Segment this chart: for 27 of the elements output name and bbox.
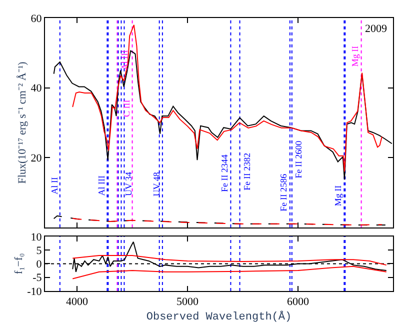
y-tick-label: 5: [36, 244, 42, 257]
annotation: Al III: [96, 175, 107, 196]
x-tick-label: 4000: [66, 296, 89, 308]
annotation: UV 48: [152, 172, 162, 196]
annotation: Al III: [119, 50, 130, 70]
annotation: Fe II 2586: [278, 173, 288, 212]
y-tick-label: 10: [30, 231, 42, 244]
annotation: Al II: [49, 177, 60, 194]
y-tick-label: 40: [30, 82, 42, 95]
annotation: C III: [122, 100, 132, 118]
y-axis-title: f₁−f₀: [12, 252, 25, 274]
y-tick-label: 20: [30, 152, 42, 164]
annotation: Fe II 2382: [242, 152, 252, 190]
x-tick-label: 5000: [176, 296, 200, 308]
x-axis-title: Observed Wavelength(Å): [146, 310, 292, 324]
y-tick-label: -5: [32, 272, 42, 284]
annotation: 2009: [365, 23, 388, 35]
x-tick-label: 6000: [286, 296, 310, 308]
annotation: Mg II: [350, 46, 360, 67]
y-axis-title: Flux(10⁻¹⁷ erg s⁻¹ cm⁻² Å⁻¹): [15, 61, 28, 184]
y-tick-label: -10: [27, 286, 42, 298]
annotation: UV 34: [123, 171, 134, 196]
annotation: Fe II 2600: [294, 140, 304, 178]
annotation: Mg II: [333, 185, 344, 206]
y-tick-label: 60: [30, 12, 42, 25]
annotation: Fe II 2344: [219, 154, 230, 192]
y-tick-label: 0: [36, 258, 42, 271]
